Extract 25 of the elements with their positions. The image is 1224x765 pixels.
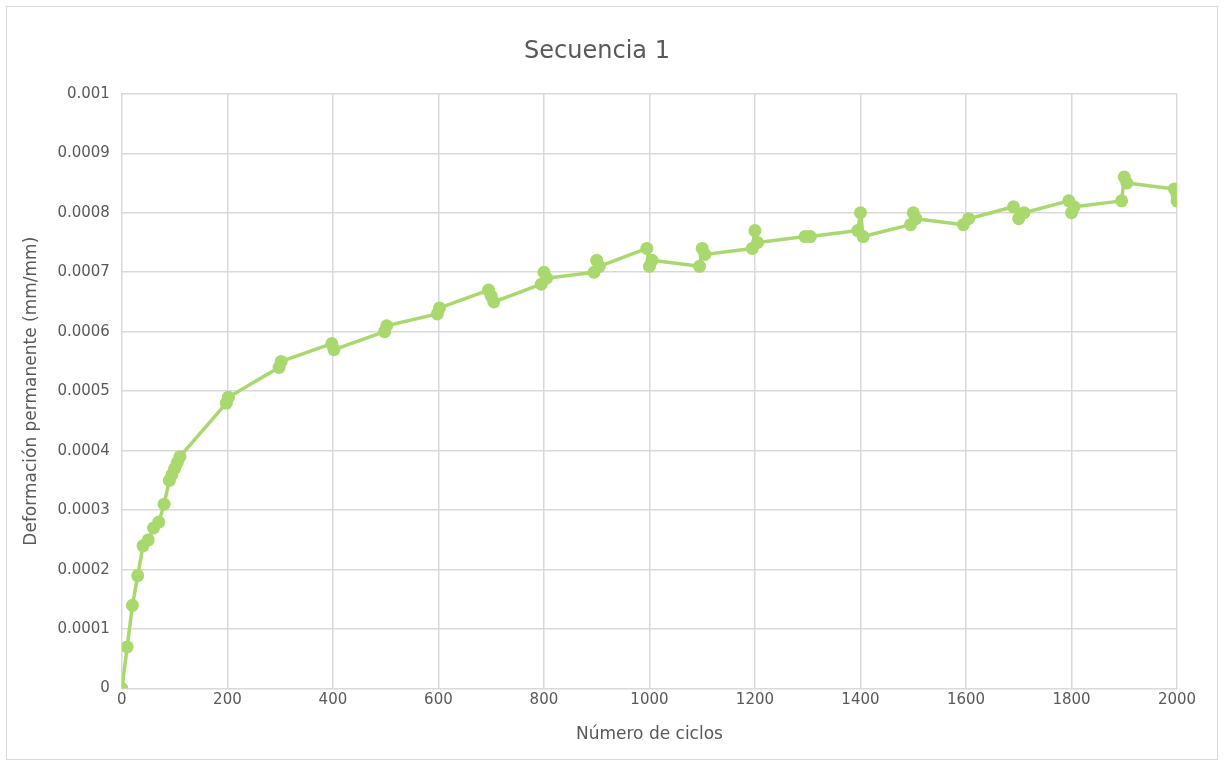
x-tick-label: 1800 <box>1052 690 1091 709</box>
y-tick-label: 0.0007 <box>57 262 110 281</box>
y-tick-label: 0 <box>100 678 110 697</box>
x-tick-label: 0 <box>117 690 127 709</box>
x-tick-label: 1200 <box>735 690 775 709</box>
y-tick-label: 0.001 <box>66 83 110 102</box>
y-tick-label: 0.0008 <box>57 202 110 221</box>
x-tick-label: 1400 <box>841 690 880 709</box>
x-tick-label: 800 <box>529 690 559 709</box>
x-axis-title: Número de ciclos <box>575 723 724 744</box>
y-tick-label: 0.0002 <box>57 559 110 578</box>
chart-title: Secuencia 1 <box>524 35 670 64</box>
x-tick-label: 1000 <box>630 690 669 709</box>
x-tick-label: 200 <box>213 690 242 709</box>
y-tick-label: 0.0003 <box>57 500 110 519</box>
y-tick-label: 0.0009 <box>57 143 110 162</box>
x-tick-label: 1600 <box>946 690 986 709</box>
y-axis-title: Deformación permanente (mm/mm) <box>19 236 40 546</box>
x-tick-label: 600 <box>424 690 453 709</box>
y-tick-label: 0.0004 <box>57 440 110 459</box>
y-tick-label: 0.0006 <box>57 321 110 340</box>
x-tick-label: 2000 <box>1157 690 1197 709</box>
y-tick-label: 0.0001 <box>57 619 110 638</box>
y-tick-label: 0.0005 <box>57 381 110 400</box>
x-tick-label: 400 <box>318 690 348 709</box>
